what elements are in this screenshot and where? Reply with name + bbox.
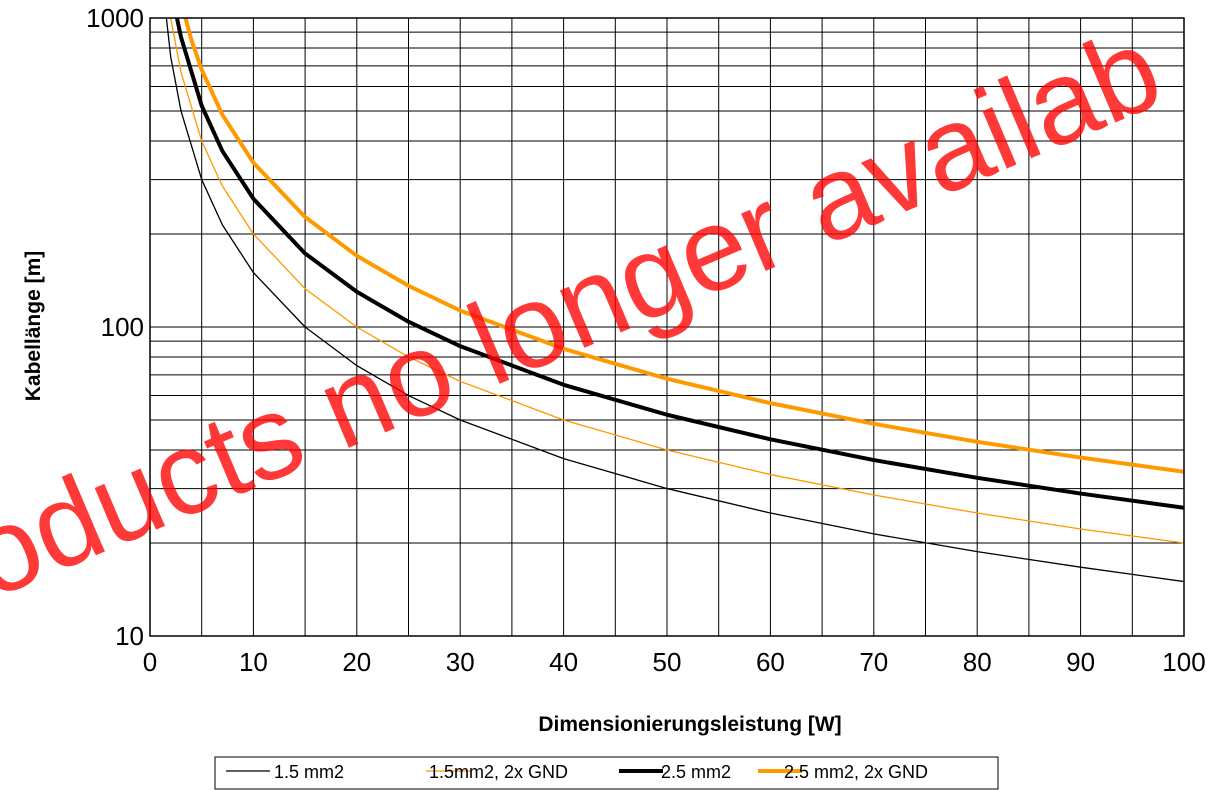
legend-label-1: 1.5 mm2 <box>274 762 344 782</box>
y-axis-title: Kabellänge [m] <box>22 251 45 402</box>
y-tick-labels: 10 100 1000 <box>86 3 144 651</box>
y-tick-label: 100 <box>101 312 144 342</box>
x-tick-label: 100 <box>1162 647 1205 677</box>
series-layer <box>165 18 1184 583</box>
legend-label-3: 2.5 mm2 <box>661 762 731 782</box>
x-tick-labels: 0 10 20 30 40 50 60 70 80 90 100 <box>143 647 1206 677</box>
y-tick-label: 1000 <box>86 3 144 33</box>
x-tick-label: 20 <box>342 647 371 677</box>
x-tick-label: 0 <box>143 647 157 677</box>
series-line-4 <box>183 18 1184 474</box>
legend-label-2: 1.5mm2, 2x GND <box>429 762 568 782</box>
plot-frame <box>149 17 1185 637</box>
x-tick-label: 80 <box>963 647 992 677</box>
x-tick-label: 60 <box>756 647 785 677</box>
legend: 1.5 mm2 1.5mm2, 2x GND 2.5 mm2 2.5 mm2, 2x … <box>214 756 999 790</box>
gridlines <box>150 18 1184 636</box>
x-tick-label: 10 <box>239 647 268 677</box>
series-line-2 <box>170 18 1184 544</box>
x-tick-label: 40 <box>549 647 578 677</box>
x-tick-label: 90 <box>1066 647 1095 677</box>
legend-label-4: 2.5 mm2, 2x GND <box>784 762 928 782</box>
series-line-3 <box>174 18 1184 510</box>
y-tick-label: 10 <box>115 621 144 651</box>
x-axis-title: Dimensionierungsleistung [W] <box>538 713 841 736</box>
legend-box <box>214 756 999 790</box>
x-tick-label: 50 <box>653 647 682 677</box>
series-line-1 <box>165 18 1184 583</box>
x-tick-label: 70 <box>859 647 888 677</box>
x-tick-label: 30 <box>446 647 475 677</box>
